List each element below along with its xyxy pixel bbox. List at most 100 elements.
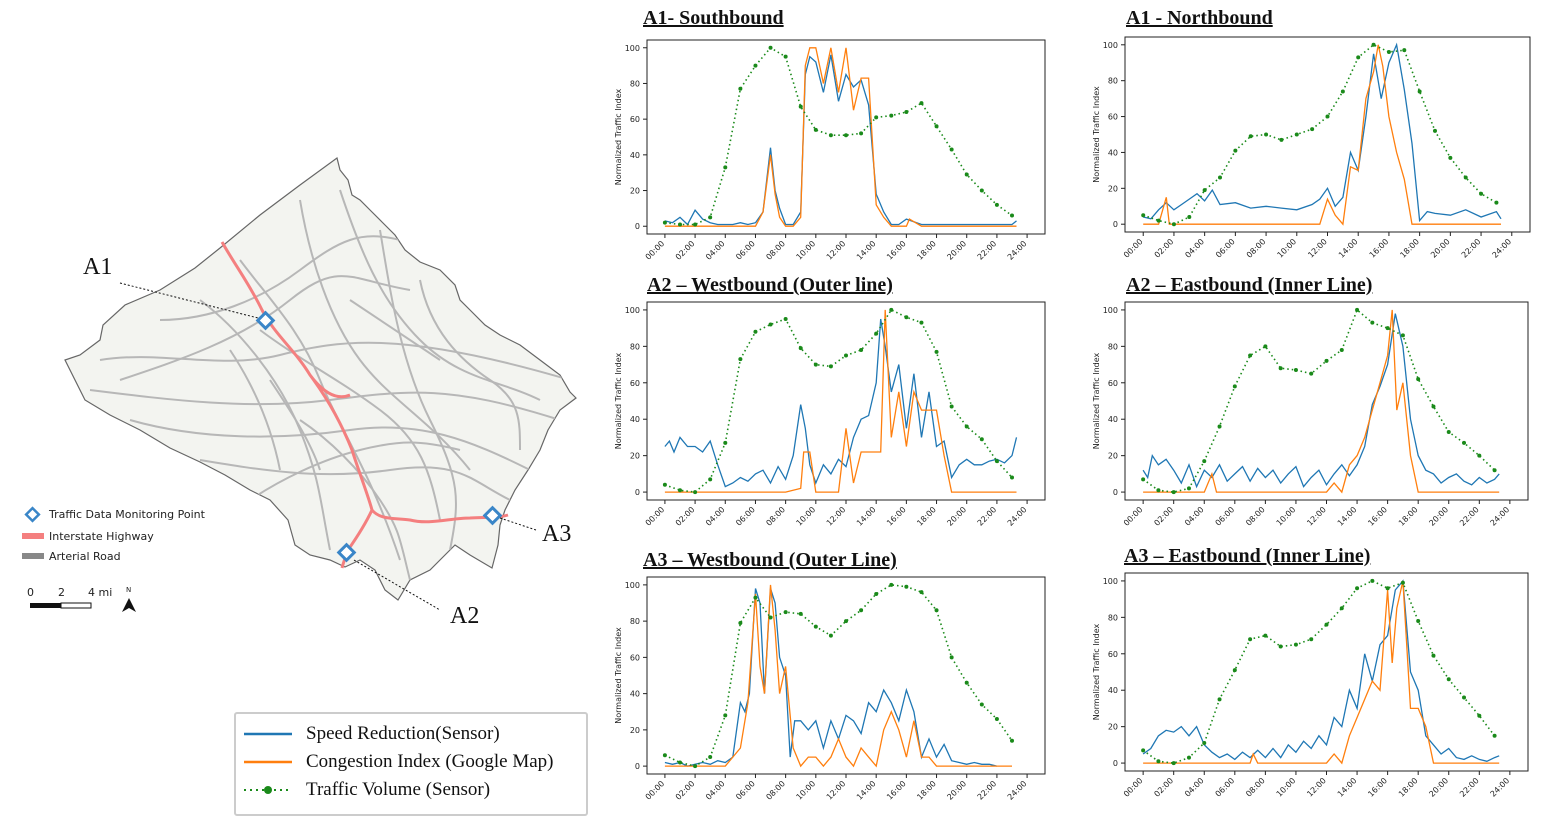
x-tick-label: 22:00	[1458, 776, 1481, 799]
legend-arterial-swatch	[22, 553, 44, 559]
y-tick-label: 80	[1108, 613, 1118, 622]
traffic-volume-point	[1385, 326, 1390, 331]
traffic-volume-point	[678, 222, 683, 227]
y-tick-label: 60	[1108, 650, 1118, 659]
traffic-volume-point	[693, 222, 698, 227]
traffic-volume-point	[1492, 733, 1497, 738]
x-tick-label: 10:00	[1275, 776, 1298, 799]
x-tick-label: 00:00	[1122, 776, 1145, 799]
traffic-volume-point	[1463, 175, 1468, 180]
monitoring-point-a2	[336, 542, 357, 563]
y-tick-label: 40	[1108, 148, 1118, 157]
north-arrow-icon	[122, 598, 136, 612]
traffic-volume-point	[768, 322, 773, 327]
x-tick-label: 16:00	[1366, 505, 1389, 528]
traffic-volume-point	[678, 760, 683, 765]
traffic-volume-line	[664, 584, 1013, 767]
legend-volume-label: Traffic Volume (Sensor)	[306, 779, 491, 800]
x-tick-label: 14:00	[855, 239, 878, 262]
y-tick-label: 40	[1108, 686, 1118, 695]
x-tick-label: 04:00	[704, 779, 727, 802]
traffic-volume-point	[1156, 488, 1161, 493]
x-tick-label: 20:00	[1427, 505, 1450, 528]
x-tick-label: 04:00	[704, 239, 727, 262]
traffic-volume-point	[979, 437, 984, 442]
traffic-volume-point	[1309, 637, 1314, 642]
x-tick-label: 12:00	[1305, 776, 1328, 799]
legend-interstate-swatch	[22, 533, 44, 539]
x-tick-label: 08:00	[764, 779, 787, 802]
x-tick-label: 02:00	[674, 505, 697, 528]
x-tick-label: 12:00	[1305, 505, 1328, 528]
x-tick-label: 02:00	[674, 239, 697, 262]
x-tick-label: 08:00	[1244, 776, 1267, 799]
traffic-volume-point	[1248, 134, 1253, 139]
traffic-volume-point	[1339, 606, 1344, 611]
y-tick-label: 0	[1113, 488, 1118, 497]
traffic-volume-point	[1477, 453, 1482, 458]
traffic-volume-point	[1400, 333, 1405, 338]
traffic-volume-point	[934, 349, 939, 354]
traffic-volume-point	[1141, 213, 1146, 218]
speed-reduction-line	[1142, 313, 1500, 489]
x-tick-label: 16:00	[1366, 776, 1389, 799]
chart-svg: 0 20 40 60 80 100 00:00 02:00 04:00 06:00 08:00 10:…	[1092, 36, 1531, 260]
x-tick-label: 18:00	[915, 239, 938, 262]
traffic-volume-point	[738, 620, 743, 625]
x-tick-label: 00:00	[1122, 237, 1145, 260]
traffic-volume-point	[1232, 384, 1237, 389]
y-tick-label: 60	[630, 653, 640, 662]
traffic-volume-point	[1263, 633, 1268, 638]
traffic-volume-point	[979, 188, 984, 193]
traffic-volume-point	[813, 127, 818, 132]
x-tick-label: 06:00	[1214, 505, 1237, 528]
x-tick-label: 06:00	[734, 779, 757, 802]
traffic-volume-point	[1294, 132, 1299, 137]
speed-reduction-line	[664, 318, 1018, 488]
x-tick-label: 08:00	[1244, 505, 1267, 528]
x-tick-label: 12:00	[1306, 237, 1329, 260]
traffic-volume-point	[1293, 642, 1298, 647]
y-tick-label: 80	[630, 617, 640, 626]
y-tick-label: 60	[630, 379, 640, 388]
x-tick-label: 08:00	[764, 239, 787, 262]
x-tick-label: 22:00	[976, 505, 999, 528]
x-tick-label: 02:00	[1152, 776, 1175, 799]
x-tick-label: 00:00	[644, 239, 667, 262]
traffic-volume-point	[1340, 89, 1345, 94]
traffic-volume-point	[1202, 188, 1207, 193]
x-tick-label: 06:00	[734, 239, 757, 262]
chart-svg: 0 20 40 60 80 100 00:00 02:00 04:00 06:00 08:00 10:…	[1092, 572, 1529, 799]
y-tick-label: 40	[630, 415, 640, 424]
traffic-volume-point	[1156, 218, 1161, 223]
traffic-volume-point	[979, 702, 984, 707]
x-tick-label: 22:00	[976, 779, 999, 802]
traffic-volume-point	[889, 582, 894, 587]
speed-reduction-line	[664, 588, 998, 767]
traffic-volume-point	[1324, 622, 1329, 627]
x-tick-label: 14:00	[1336, 505, 1359, 528]
traffic-volume-point	[798, 611, 803, 616]
x-tick-label: 06:00	[1214, 776, 1237, 799]
traffic-volume-point	[738, 86, 743, 91]
traffic-volume-point	[723, 440, 728, 445]
traffic-volume-point	[1416, 618, 1421, 623]
traffic-volume-point	[813, 624, 818, 629]
x-tick-label: 18:00	[915, 779, 938, 802]
traffic-volume-point	[708, 477, 713, 482]
traffic-volume-point	[1462, 695, 1467, 700]
y-tick-label: 20	[1108, 452, 1118, 461]
y-tick-label: 60	[1108, 113, 1118, 122]
x-tick-label: 04:00	[1183, 237, 1206, 260]
x-tick-label: 20:00	[945, 505, 968, 528]
traffic-volume-point	[708, 755, 713, 760]
traffic-volume-point	[1217, 424, 1222, 429]
congestion-index-line	[1143, 44, 1501, 226]
x-tick-label: 10:00	[1276, 237, 1299, 260]
traffic-volume-point	[1009, 738, 1014, 743]
y-axis-label: Normalized Traffic Index	[1092, 86, 1101, 183]
x-tick-label: 02:00	[1153, 237, 1176, 260]
traffic-volume-point	[1492, 468, 1497, 473]
traffic-volume-point	[904, 315, 909, 320]
y-tick-label: 80	[1108, 77, 1118, 86]
